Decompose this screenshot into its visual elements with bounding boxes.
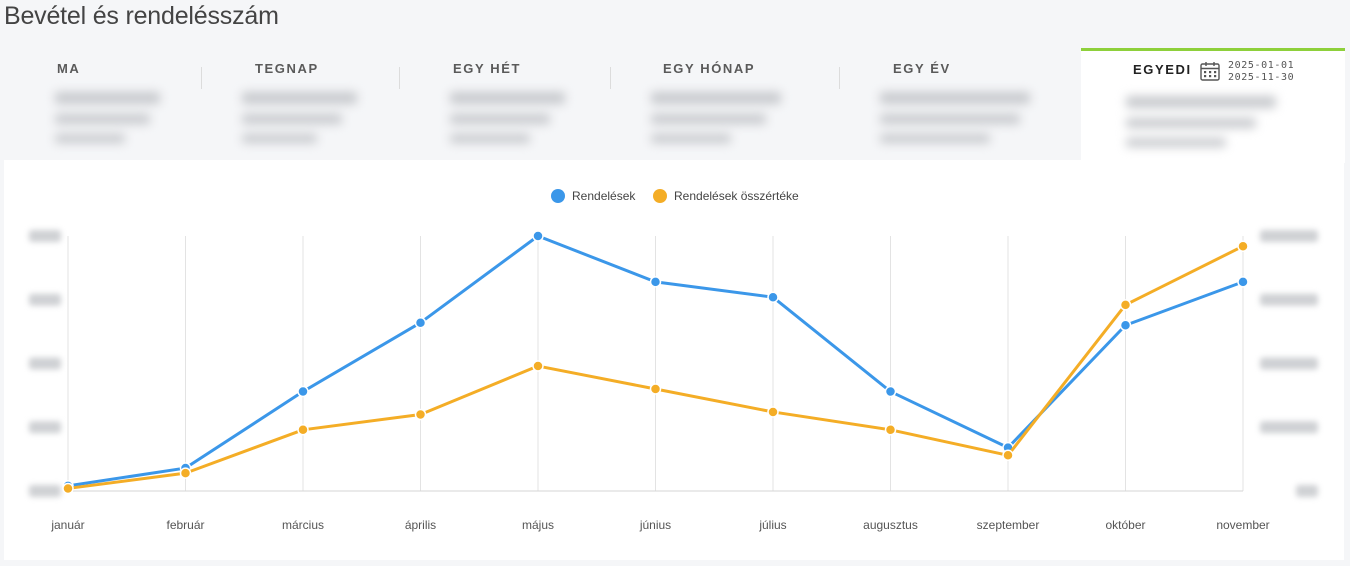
data-point[interactable] [297, 385, 309, 398]
legend-marker [653, 189, 667, 203]
blurred-stat [651, 92, 781, 153]
data-point[interactable] [297, 424, 309, 436]
x-tick-label: augusztus [863, 518, 918, 532]
calendar-icon[interactable] [1199, 60, 1221, 82]
data-point[interactable] [1119, 299, 1132, 311]
x-tick-label: szeptember [977, 518, 1040, 532]
y-tick-label-right [1296, 485, 1318, 497]
blurred-stat [242, 92, 357, 153]
y-tick-label-left [29, 357, 61, 370]
data-point[interactable] [884, 385, 897, 398]
y-tick-label-right [1260, 421, 1318, 434]
x-tick-label: február [166, 518, 204, 532]
tab-separator [839, 67, 840, 89]
data-point[interactable] [884, 424, 897, 436]
x-tick-label: június [639, 518, 671, 532]
y-tick-label-left [29, 421, 61, 434]
y-tick-label-left [29, 293, 61, 306]
tab-label: EGYEDI [1133, 62, 1192, 77]
data-point[interactable] [767, 406, 779, 418]
tab-ma[interactable]: MA [0, 50, 200, 160]
legend-label: Rendelések [572, 189, 636, 203]
tab-separator [201, 67, 202, 89]
tab-label: EGY HÓNAP [663, 61, 756, 76]
blurred-stat [1126, 96, 1276, 157]
data-point[interactable] [767, 291, 779, 303]
tab-separator [610, 67, 611, 89]
tab-egy-honap[interactable]: EGY HÓNAP [611, 50, 839, 160]
legend-marker [551, 189, 565, 203]
chart-series [62, 230, 1249, 495]
page-title: Bevétel és rendelésszám [4, 2, 279, 30]
tab-egyedi[interactable]: EGYEDI 2025-01-01 2025-11-30 [1081, 48, 1345, 163]
y-tick-label-right [1260, 293, 1318, 306]
chart-legend: Rendelések Rendelések összértéke [551, 189, 799, 203]
y-axis-left [29, 230, 61, 497]
data-point[interactable] [1237, 240, 1249, 252]
data-point[interactable] [414, 316, 427, 329]
x-tick-label: április [405, 518, 436, 532]
y-tick-label-right [1260, 357, 1318, 370]
date-to: 2025-11-30 [1228, 72, 1295, 83]
legend-item[interactable]: Rendelések [551, 189, 636, 203]
y-axis-right [1260, 230, 1318, 497]
period-tabs: MA TEGNAP EGY HÉT EGY HÓNAP EGY ÉV EGYED… [0, 48, 1350, 163]
x-tick-label: március [282, 518, 324, 532]
legend-label: Rendelések összértéke [674, 189, 799, 203]
data-point[interactable] [62, 482, 74, 495]
data-point[interactable] [649, 276, 662, 288]
tab-egy-het[interactable]: EGY HÉT [400, 50, 610, 160]
data-point[interactable] [532, 360, 544, 372]
x-axis: január február március április május június jú… [50, 518, 1269, 532]
data-point[interactable] [649, 383, 662, 395]
tab-egy-ev[interactable]: EGY ÉV [840, 50, 1080, 160]
y-tick-label-right [1260, 230, 1318, 242]
y-tick-label-left [29, 485, 61, 497]
data-point[interactable] [1237, 276, 1249, 288]
tab-tegnap[interactable]: TEGNAP [202, 50, 399, 160]
blurred-stat [880, 92, 1030, 153]
tab-label: EGY HÉT [453, 61, 522, 76]
series-order-value [62, 240, 1249, 495]
x-tick-label: október [1105, 518, 1145, 532]
x-tick-label: január [50, 518, 84, 532]
tab-separator [399, 67, 400, 89]
tab-label: EGY ÉV [893, 61, 951, 76]
blurred-stat [55, 92, 160, 153]
tab-label: TEGNAP [255, 61, 319, 76]
date-from: 2025-01-01 [1228, 60, 1295, 71]
line-chart: Rendelések Rendelések összértéke január fe… [29, 189, 1318, 532]
chart-card: Rendelések Rendelések összértéke január fe… [4, 160, 1344, 560]
tab-label: MA [57, 61, 81, 76]
legend-item[interactable]: Rendelések összértéke [653, 189, 799, 203]
blurred-stat [450, 92, 565, 153]
data-point[interactable] [1119, 319, 1132, 331]
x-tick-label: május [522, 518, 554, 532]
data-point[interactable] [179, 467, 192, 479]
data-point[interactable] [532, 230, 544, 242]
y-tick-label-left [29, 230, 61, 242]
data-point[interactable] [414, 408, 427, 421]
x-tick-label: július [758, 518, 786, 532]
data-point[interactable] [1002, 449, 1014, 462]
x-tick-label: november [1216, 518, 1269, 532]
date-range[interactable]: 2025-01-01 2025-11-30 [1228, 60, 1294, 84]
